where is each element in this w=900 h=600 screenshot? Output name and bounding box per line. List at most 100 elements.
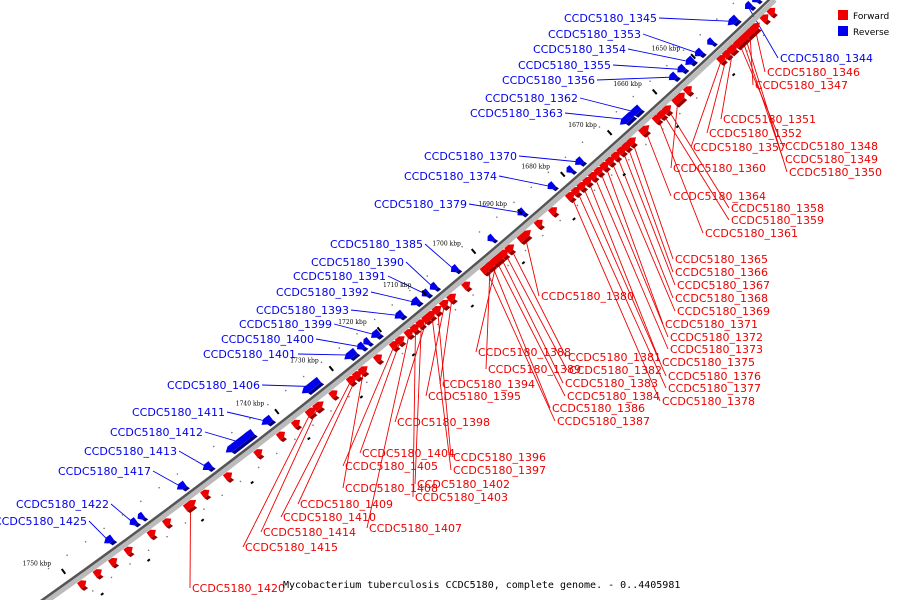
gene-label-ccdc5180-1379[interactable]: CCDC5180_1379 <box>374 198 467 211</box>
gene-label-ccdc5180-1410[interactable]: CCDC5180_1410 <box>283 511 376 524</box>
unlabeled-forward-gene-arrow[interactable] <box>290 419 301 429</box>
gene-label-ccdc5180-1394[interactable]: CCDC5180_1394 <box>442 378 535 391</box>
gene-label-ccdc5180-1383[interactable]: CCDC5180_1383 <box>565 377 658 390</box>
CCDC5180_1372-gene-arrow[interactable] <box>593 166 604 176</box>
gene-label-ccdc5180-1400[interactable]: CCDC5180_1400 <box>221 333 314 346</box>
gene-label-ccdc5180-1413[interactable]: CCDC5180_1413 <box>84 445 177 458</box>
CCDC5180_1400-gene-arrow[interactable] <box>356 341 366 350</box>
gene-label-ccdc5180-1351[interactable]: CCDC5180_1351 <box>723 113 816 126</box>
unlabeled-reverse-gene-arrow[interactable] <box>137 511 146 520</box>
gene-label-ccdc5180-1359[interactable]: CCDC5180_1359 <box>731 214 824 227</box>
gene-label-ccdc5180-1407[interactable]: CCDC5180_1407 <box>369 522 462 535</box>
gene-label-ccdc5180-1388[interactable]: CCDC5180_1388 <box>478 346 571 359</box>
gene-label-ccdc5180-1422[interactable]: CCDC5180_1422 <box>16 498 109 511</box>
gene-label-ccdc5180-1382[interactable]: CCDC5180_1382 <box>569 364 662 377</box>
unlabeled-forward-gene-arrow[interactable] <box>328 390 338 399</box>
gene-label-ccdc5180-1398[interactable]: CCDC5180_1398 <box>397 416 490 429</box>
CCDC5180_1392-gene-arrow[interactable] <box>410 296 421 306</box>
gene-label-ccdc5180-1369[interactable]: CCDC5180_1369 <box>677 305 770 318</box>
gene-label-ccdc5180-1411[interactable]: CCDC5180_1411 <box>132 406 225 419</box>
unlabeled-forward-gene-arrow[interactable] <box>222 472 233 481</box>
gene-label-ccdc5180-1420[interactable]: CCDC5180_1420 <box>192 582 285 595</box>
gene-label-ccdc5180-1402[interactable]: CCDC5180_1402 <box>417 478 510 491</box>
unlabeled-forward-gene-arrow[interactable] <box>548 207 558 216</box>
CCDC5180_1399-gene-arrow[interactable] <box>370 328 381 338</box>
CCDC5180_1379-gene-arrow[interactable] <box>517 207 526 216</box>
CCDC5180_1377-gene-arrow[interactable] <box>570 186 581 197</box>
CCDC5180_1395-gene-arrow[interactable] <box>438 299 449 309</box>
gene-label-ccdc5180-1377[interactable]: CCDC5180_1377 <box>668 382 761 395</box>
CCDC5180_1391-gene-arrow[interactable] <box>421 288 431 297</box>
gene-label-ccdc5180-1389[interactable]: CCDC5180_1389 <box>488 363 581 376</box>
gene-label-ccdc5180-1417[interactable]: CCDC5180_1417 <box>58 465 151 478</box>
gene-label-ccdc5180-1357[interactable]: CCDC5180_1357 <box>693 141 786 154</box>
CCDC5180_1345-gene-arrow[interactable] <box>727 14 739 26</box>
unlabeled-forward-gene-arrow[interactable] <box>146 529 156 539</box>
unlabeled-forward-gene-arrow[interactable] <box>533 219 543 229</box>
gene-label-ccdc5180-1376[interactable]: CCDC5180_1376 <box>668 370 761 383</box>
CCDC5180_1364-gene-arrow[interactable] <box>638 125 650 136</box>
CCDC5180_1363-gene-arrow[interactable] <box>619 111 635 125</box>
CCDC5180_1380-gene-arrow[interactable] <box>516 229 531 244</box>
gene-label-ccdc5180-1345[interactable]: CCDC5180_1345 <box>564 12 657 25</box>
CCDC5180_1415-gene-arrow[interactable] <box>304 407 317 418</box>
CCDC5180_1374-gene-arrow[interactable] <box>547 181 556 190</box>
gene-label-ccdc5180-1393[interactable]: CCDC5180_1393 <box>256 304 349 317</box>
gene-label-ccdc5180-1367[interactable]: CCDC5180_1367 <box>677 279 770 292</box>
gene-label-ccdc5180-1399[interactable]: CCDC5180_1399 <box>239 318 332 331</box>
CCDC5180_1365-gene-arrow[interactable] <box>626 137 636 147</box>
CCDC5180_1358-gene-arrow[interactable] <box>661 105 672 115</box>
CCDC5180_1362-gene-arrow[interactable] <box>629 104 642 117</box>
CCDC5180_1369-gene-arrow[interactable] <box>604 156 615 166</box>
CCDC5180_1401-gene-arrow[interactable] <box>344 347 358 360</box>
gene-label-ccdc5180-1387[interactable]: CCDC5180_1387 <box>557 415 650 428</box>
CCDC5180_1407-gene-arrow[interactable] <box>403 328 414 338</box>
CCDC5180_1352-gene-arrow[interactable] <box>721 49 732 59</box>
gene-label-ccdc5180-1354[interactable]: CCDC5180_1354 <box>533 43 626 56</box>
gene-label-ccdc5180-1404[interactable]: CCDC5180_1404 <box>362 447 455 460</box>
CCDC5180_1390-gene-arrow[interactable] <box>429 281 439 290</box>
gene-label-ccdc5180-1412[interactable]: CCDC5180_1412 <box>110 426 203 439</box>
gene-label-ccdc5180-1346[interactable]: CCDC5180_1346 <box>767 66 860 79</box>
gene-label-ccdc5180-1385[interactable]: CCDC5180_1385 <box>330 238 423 251</box>
unlabeled-forward-gene-arrow[interactable] <box>461 281 471 291</box>
CCDC5180_1367-gene-arrow[interactable] <box>616 146 626 156</box>
gene-label-ccdc5180-1415[interactable]: CCDC5180_1415 <box>245 541 338 554</box>
gene-label-ccdc5180-1368[interactable]: CCDC5180_1368 <box>675 292 768 305</box>
CCDC5180_1357-gene-arrow[interactable] <box>716 54 726 65</box>
CCDC5180_1350-gene-arrow[interactable] <box>739 33 749 43</box>
gene-label-ccdc5180-1344[interactable]: CCDC5180_1344 <box>780 52 873 65</box>
gene-label-ccdc5180-1378[interactable]: CCDC5180_1378 <box>662 395 755 408</box>
unlabeled-reverse-gene-arrow[interactable] <box>707 37 715 45</box>
gene-label-ccdc5180-1350[interactable]: CCDC5180_1350 <box>789 166 882 179</box>
gene-label-ccdc5180-1347[interactable]: CCDC5180_1347 <box>755 79 848 92</box>
gene-label-ccdc5180-1386[interactable]: CCDC5180_1386 <box>552 402 645 415</box>
CCDC5180_1410-gene-arrow[interactable] <box>345 375 356 385</box>
CCDC5180_1396-gene-arrow[interactable] <box>431 305 442 315</box>
CCDC5180_1394-gene-arrow[interactable] <box>446 293 457 303</box>
gene-label-ccdc5180-1375[interactable]: CCDC5180_1375 <box>662 356 755 369</box>
CCDC5180_1366-gene-arrow[interactable] <box>621 141 631 152</box>
CCDC5180_1386-gene-arrow[interactable] <box>485 260 496 270</box>
unlabeled-forward-gene-arrow[interactable] <box>682 86 692 95</box>
gene-label-ccdc5180-1362[interactable]: CCDC5180_1362 <box>485 92 578 105</box>
CCDC5180_1387-gene-arrow[interactable] <box>479 265 490 275</box>
CCDC5180_1404-gene-arrow[interactable] <box>394 336 405 346</box>
CCDC5180_1403-gene-arrow[interactable] <box>409 324 420 334</box>
CCDC5180_1353-gene-arrow[interactable] <box>694 47 704 57</box>
gene-label-ccdc5180-1390[interactable]: CCDC5180_1390 <box>311 256 404 269</box>
CCDC5180_1381-gene-arrow[interactable] <box>504 244 515 254</box>
gene-label-ccdc5180-1381[interactable]: CCDC5180_1381 <box>568 351 661 364</box>
CCDC5180_1373-gene-arrow[interactable] <box>587 171 598 181</box>
CCDC5180_1409-gene-arrow[interactable] <box>351 371 362 381</box>
gene-label-ccdc5180-1366[interactable]: CCDC5180_1366 <box>675 266 768 279</box>
unlabeled-forward-gene-arrow[interactable] <box>372 354 383 363</box>
CCDC5180_1378-gene-arrow[interactable] <box>564 191 575 202</box>
unlabeled-forward-gene-arrow[interactable] <box>92 569 102 578</box>
gene-label-ccdc5180-1391[interactable]: CCDC5180_1391 <box>293 270 386 283</box>
CCDC5180_1385-gene-arrow[interactable] <box>450 264 460 273</box>
gene-label-ccdc5180-1364[interactable]: CCDC5180_1364 <box>673 190 766 203</box>
gene-label-ccdc5180-1414[interactable]: CCDC5180_1414 <box>263 526 356 539</box>
gene-label-ccdc5180-1425[interactable]: CCDC5180_1425 <box>0 515 87 528</box>
CCDC5180_1354-gene-arrow[interactable] <box>685 55 696 66</box>
